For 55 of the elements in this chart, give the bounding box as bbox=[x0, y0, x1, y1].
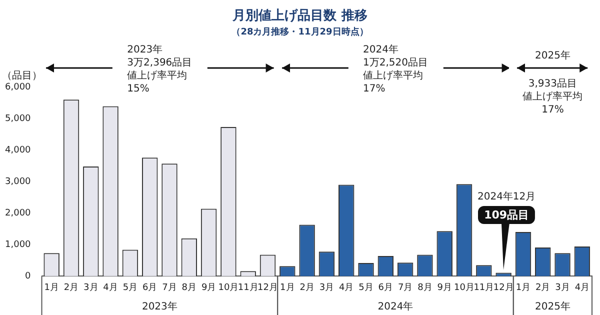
text: 2024年 bbox=[378, 300, 414, 313]
chart-title: 月別値上げ品目数 推移 bbox=[232, 8, 368, 24]
y-tick-label: 1,000 bbox=[5, 240, 32, 250]
x-tick-label: 1月 bbox=[280, 282, 295, 293]
text: 1万2,520品目 bbox=[362, 58, 428, 69]
annotation: 3,933品目 bbox=[528, 78, 578, 90]
y-axis-title: （品目） bbox=[2, 70, 42, 82]
x-tick-label: 2月 bbox=[64, 282, 79, 293]
annotation: 15% bbox=[127, 84, 150, 95]
x-tick-label: 8月 bbox=[418, 282, 432, 293]
x-tick-label: 10月 bbox=[454, 282, 474, 293]
x-tick-label: 7月 bbox=[398, 282, 413, 293]
x-tick-label: 3月 bbox=[555, 282, 570, 293]
x-tick-label: 11月 bbox=[238, 282, 258, 293]
text: 値上げ率平均 bbox=[127, 70, 188, 82]
annotation: 17% bbox=[362, 84, 386, 95]
x-tick-label: 10月 bbox=[218, 282, 239, 293]
x-tick-label: 9月 bbox=[201, 282, 216, 293]
text: 2024年 bbox=[362, 44, 398, 56]
x-tick-label: 4月 bbox=[574, 282, 590, 293]
x-tick-label: 2月 bbox=[536, 282, 550, 293]
text: 2025年 bbox=[534, 50, 570, 62]
x-tick-label: 12月 bbox=[493, 282, 514, 293]
text: 2023年 bbox=[142, 300, 178, 313]
x-tick-label: 4月 bbox=[103, 282, 118, 293]
x-tick-label: 6月 bbox=[378, 282, 394, 293]
text: 2023年 bbox=[127, 44, 163, 56]
y-tick-label: 0 bbox=[25, 272, 32, 282]
y-tick-label: 4,000 bbox=[5, 145, 32, 156]
x-tick-label: 8月 bbox=[182, 282, 197, 293]
x-tick-label: 3月 bbox=[84, 282, 98, 293]
y-tick-label: 2,000 bbox=[5, 208, 32, 218]
annotation: 17% bbox=[542, 104, 564, 116]
data-label: 109品目 bbox=[484, 208, 530, 222]
x-tick-label: 3月 bbox=[319, 282, 334, 293]
x-tick-label: 2月 bbox=[300, 282, 314, 293]
text: 3万2,396品目 bbox=[127, 58, 192, 69]
x-tick-label: 9月 bbox=[437, 282, 452, 293]
annotation: 値上げ率平均 bbox=[522, 90, 583, 103]
y-tick-label: 3,000 bbox=[5, 176, 32, 187]
x-tick-label: 7月 bbox=[162, 282, 177, 293]
x-tick-label: 6月 bbox=[142, 282, 158, 293]
text: 値上げ率平均 bbox=[362, 70, 423, 82]
x-tick-label: 4月 bbox=[338, 282, 354, 293]
x-tick-label: 12月 bbox=[258, 282, 278, 293]
x-tick-label: 1月 bbox=[516, 282, 531, 293]
chart-subtitle: （28カ月推移・11月29日時点） bbox=[232, 26, 368, 38]
x-tick-label: 1月 bbox=[44, 282, 59, 293]
x-tick-label: 5月 bbox=[122, 282, 138, 293]
text: 2025年 bbox=[534, 300, 570, 313]
x-tick-label: 11月 bbox=[474, 282, 494, 293]
x-tick-label: 5月 bbox=[358, 282, 374, 293]
y-tick-label: 6,000 bbox=[5, 82, 32, 92]
annotation: 2024年12月 bbox=[477, 190, 536, 202]
y-tick-label: 5,000 bbox=[5, 114, 32, 124]
